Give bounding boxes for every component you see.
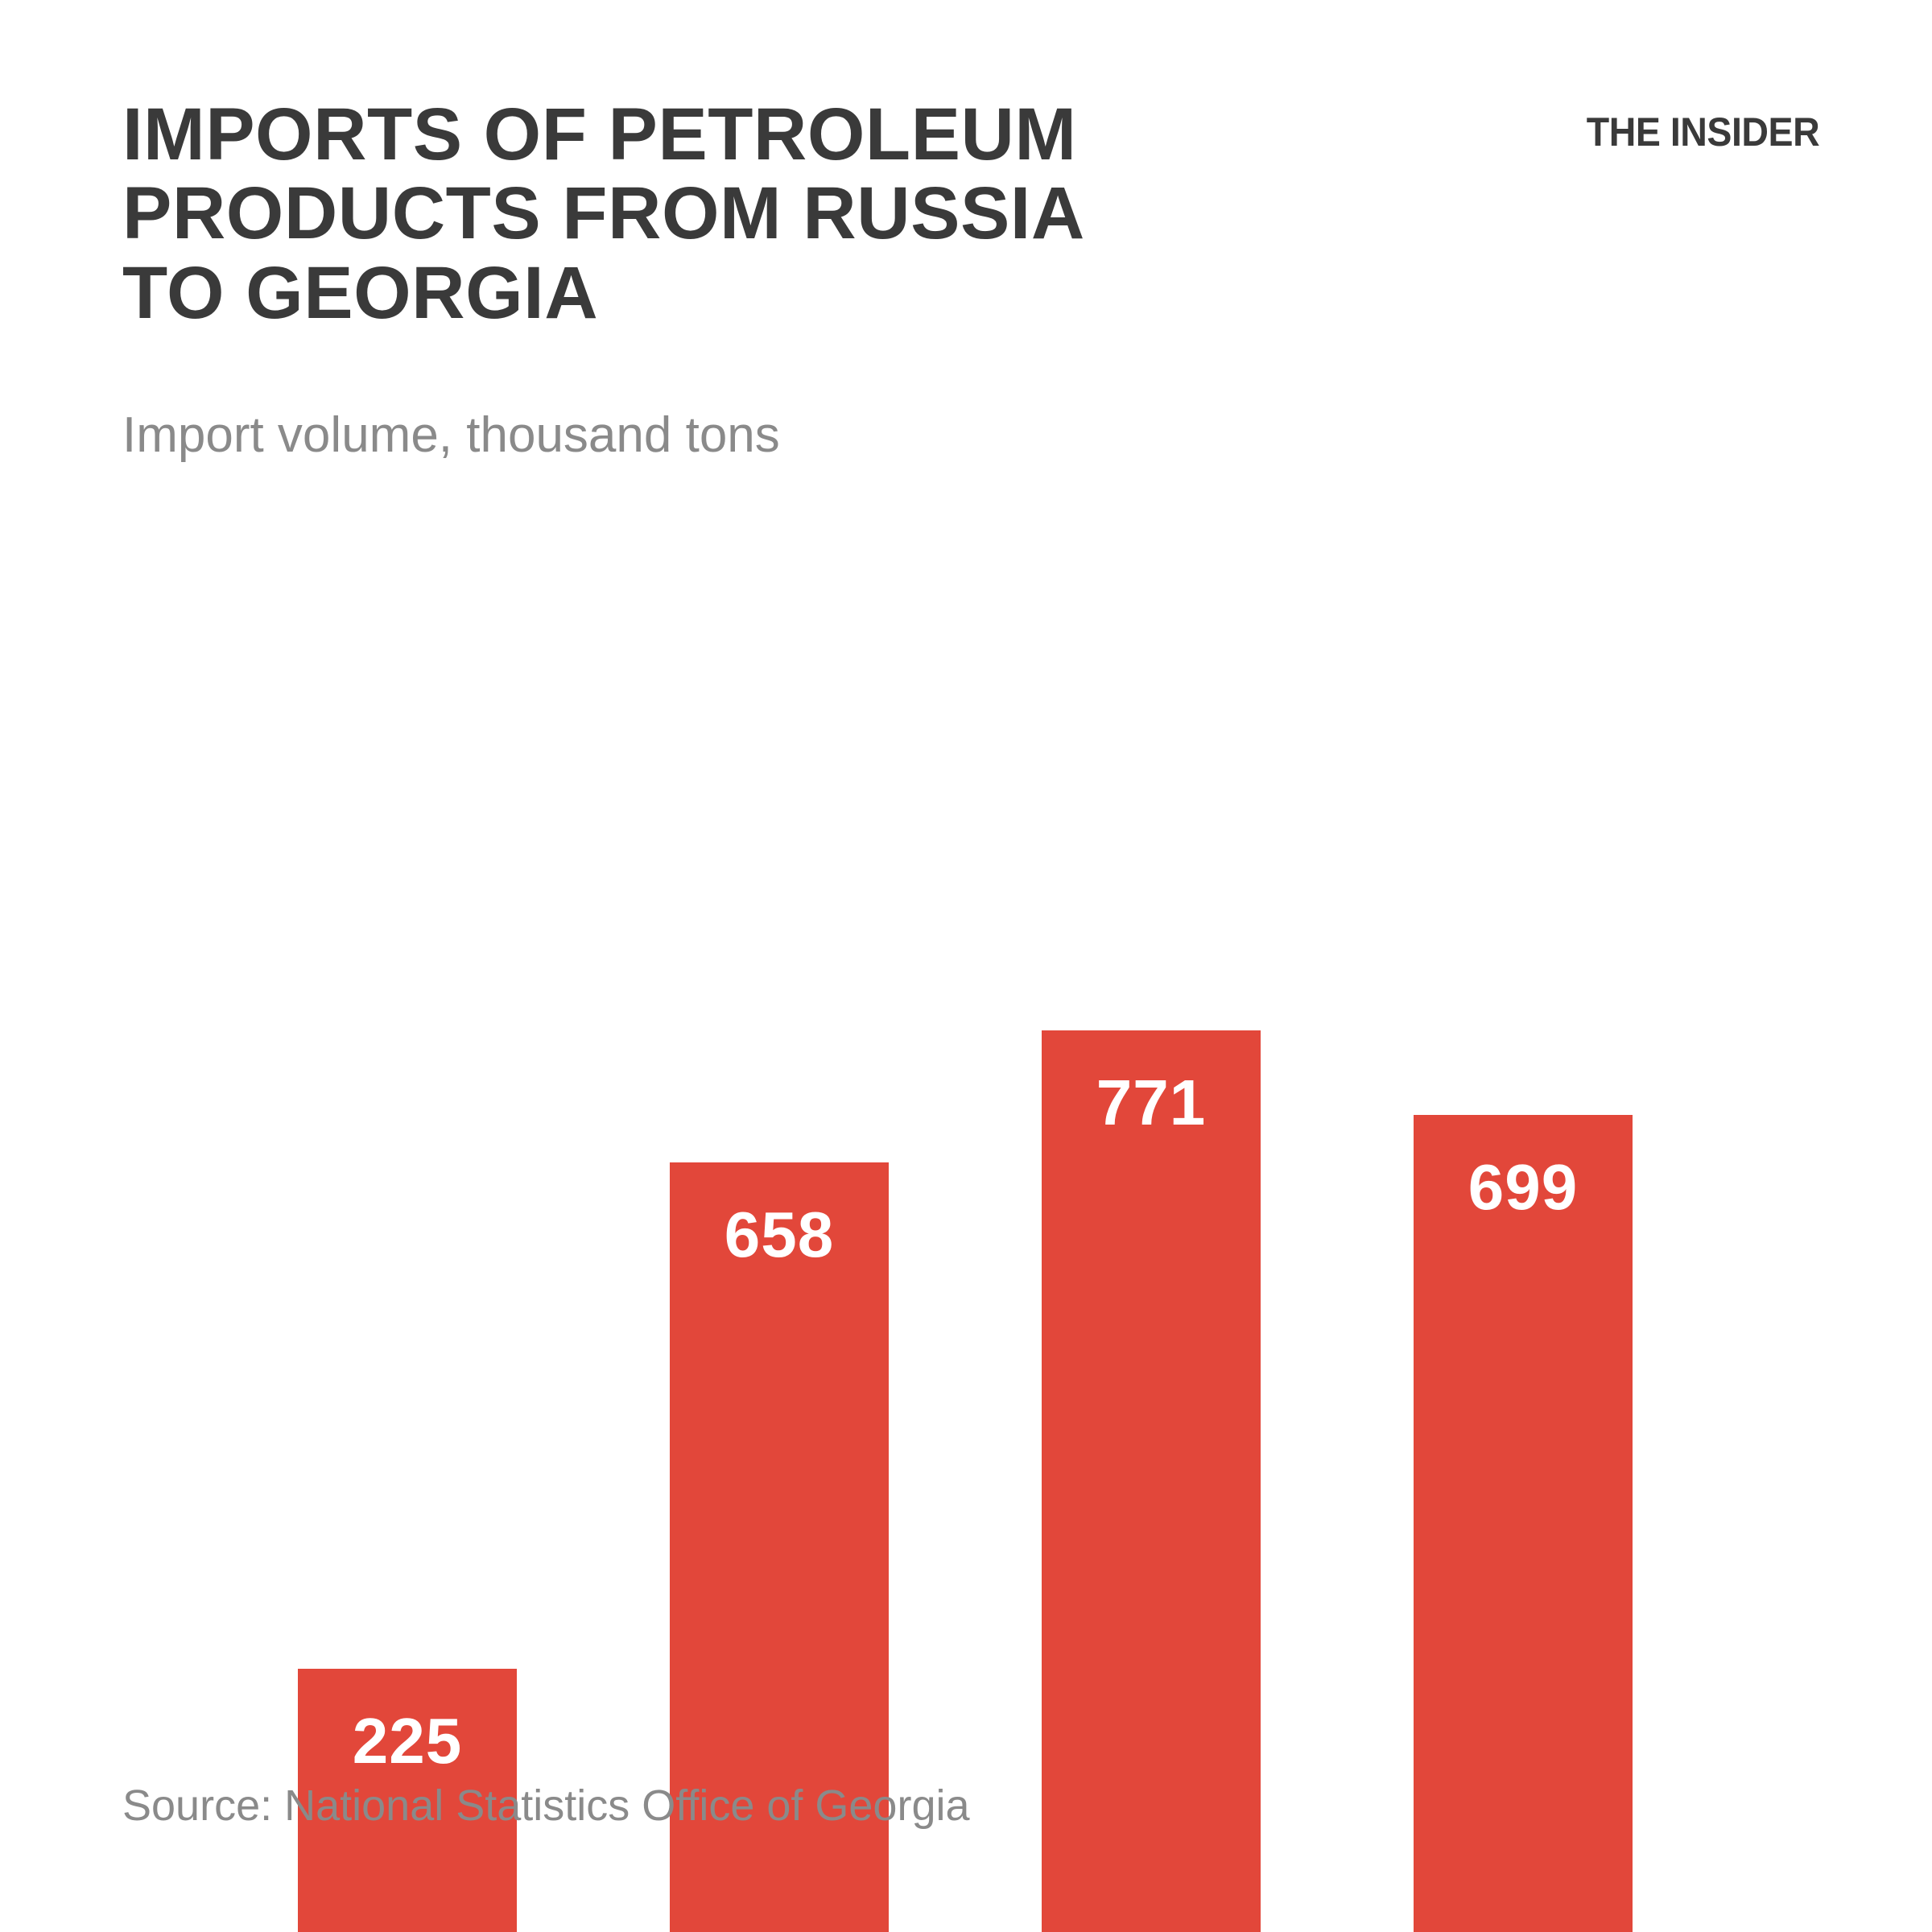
bar-value-label: 225 [352,1705,463,1777]
source-note: Source: National Statistics Office of Ge… [122,1781,970,1830]
bar-group: 2252021 [298,386,517,1932]
header: IMPORTS OF PETROLEUM PRODUCTS FROM RUSSI… [122,95,1819,332]
bar-group: 6992024 [1414,386,1633,1932]
page-title: IMPORTS OF PETROLEUM PRODUCTS FROM RUSSI… [122,93,1085,334]
bar-group: 6582022 [670,386,889,1932]
bar-group: 7712023 [1042,386,1261,1932]
chart-subtitle: Import volume, thousand tons [122,407,780,463]
bar-value-label: 771 [1096,1066,1207,1138]
bar[interactable] [298,1669,517,1932]
bar[interactable] [1042,1030,1261,1932]
bar-value-label: 699 [1468,1150,1579,1223]
brand-logo: THE INSIDER [1586,109,1820,155]
bar[interactable] [1414,1114,1633,1932]
bar-value-label: 658 [724,1199,835,1271]
bar[interactable] [670,1162,889,1932]
